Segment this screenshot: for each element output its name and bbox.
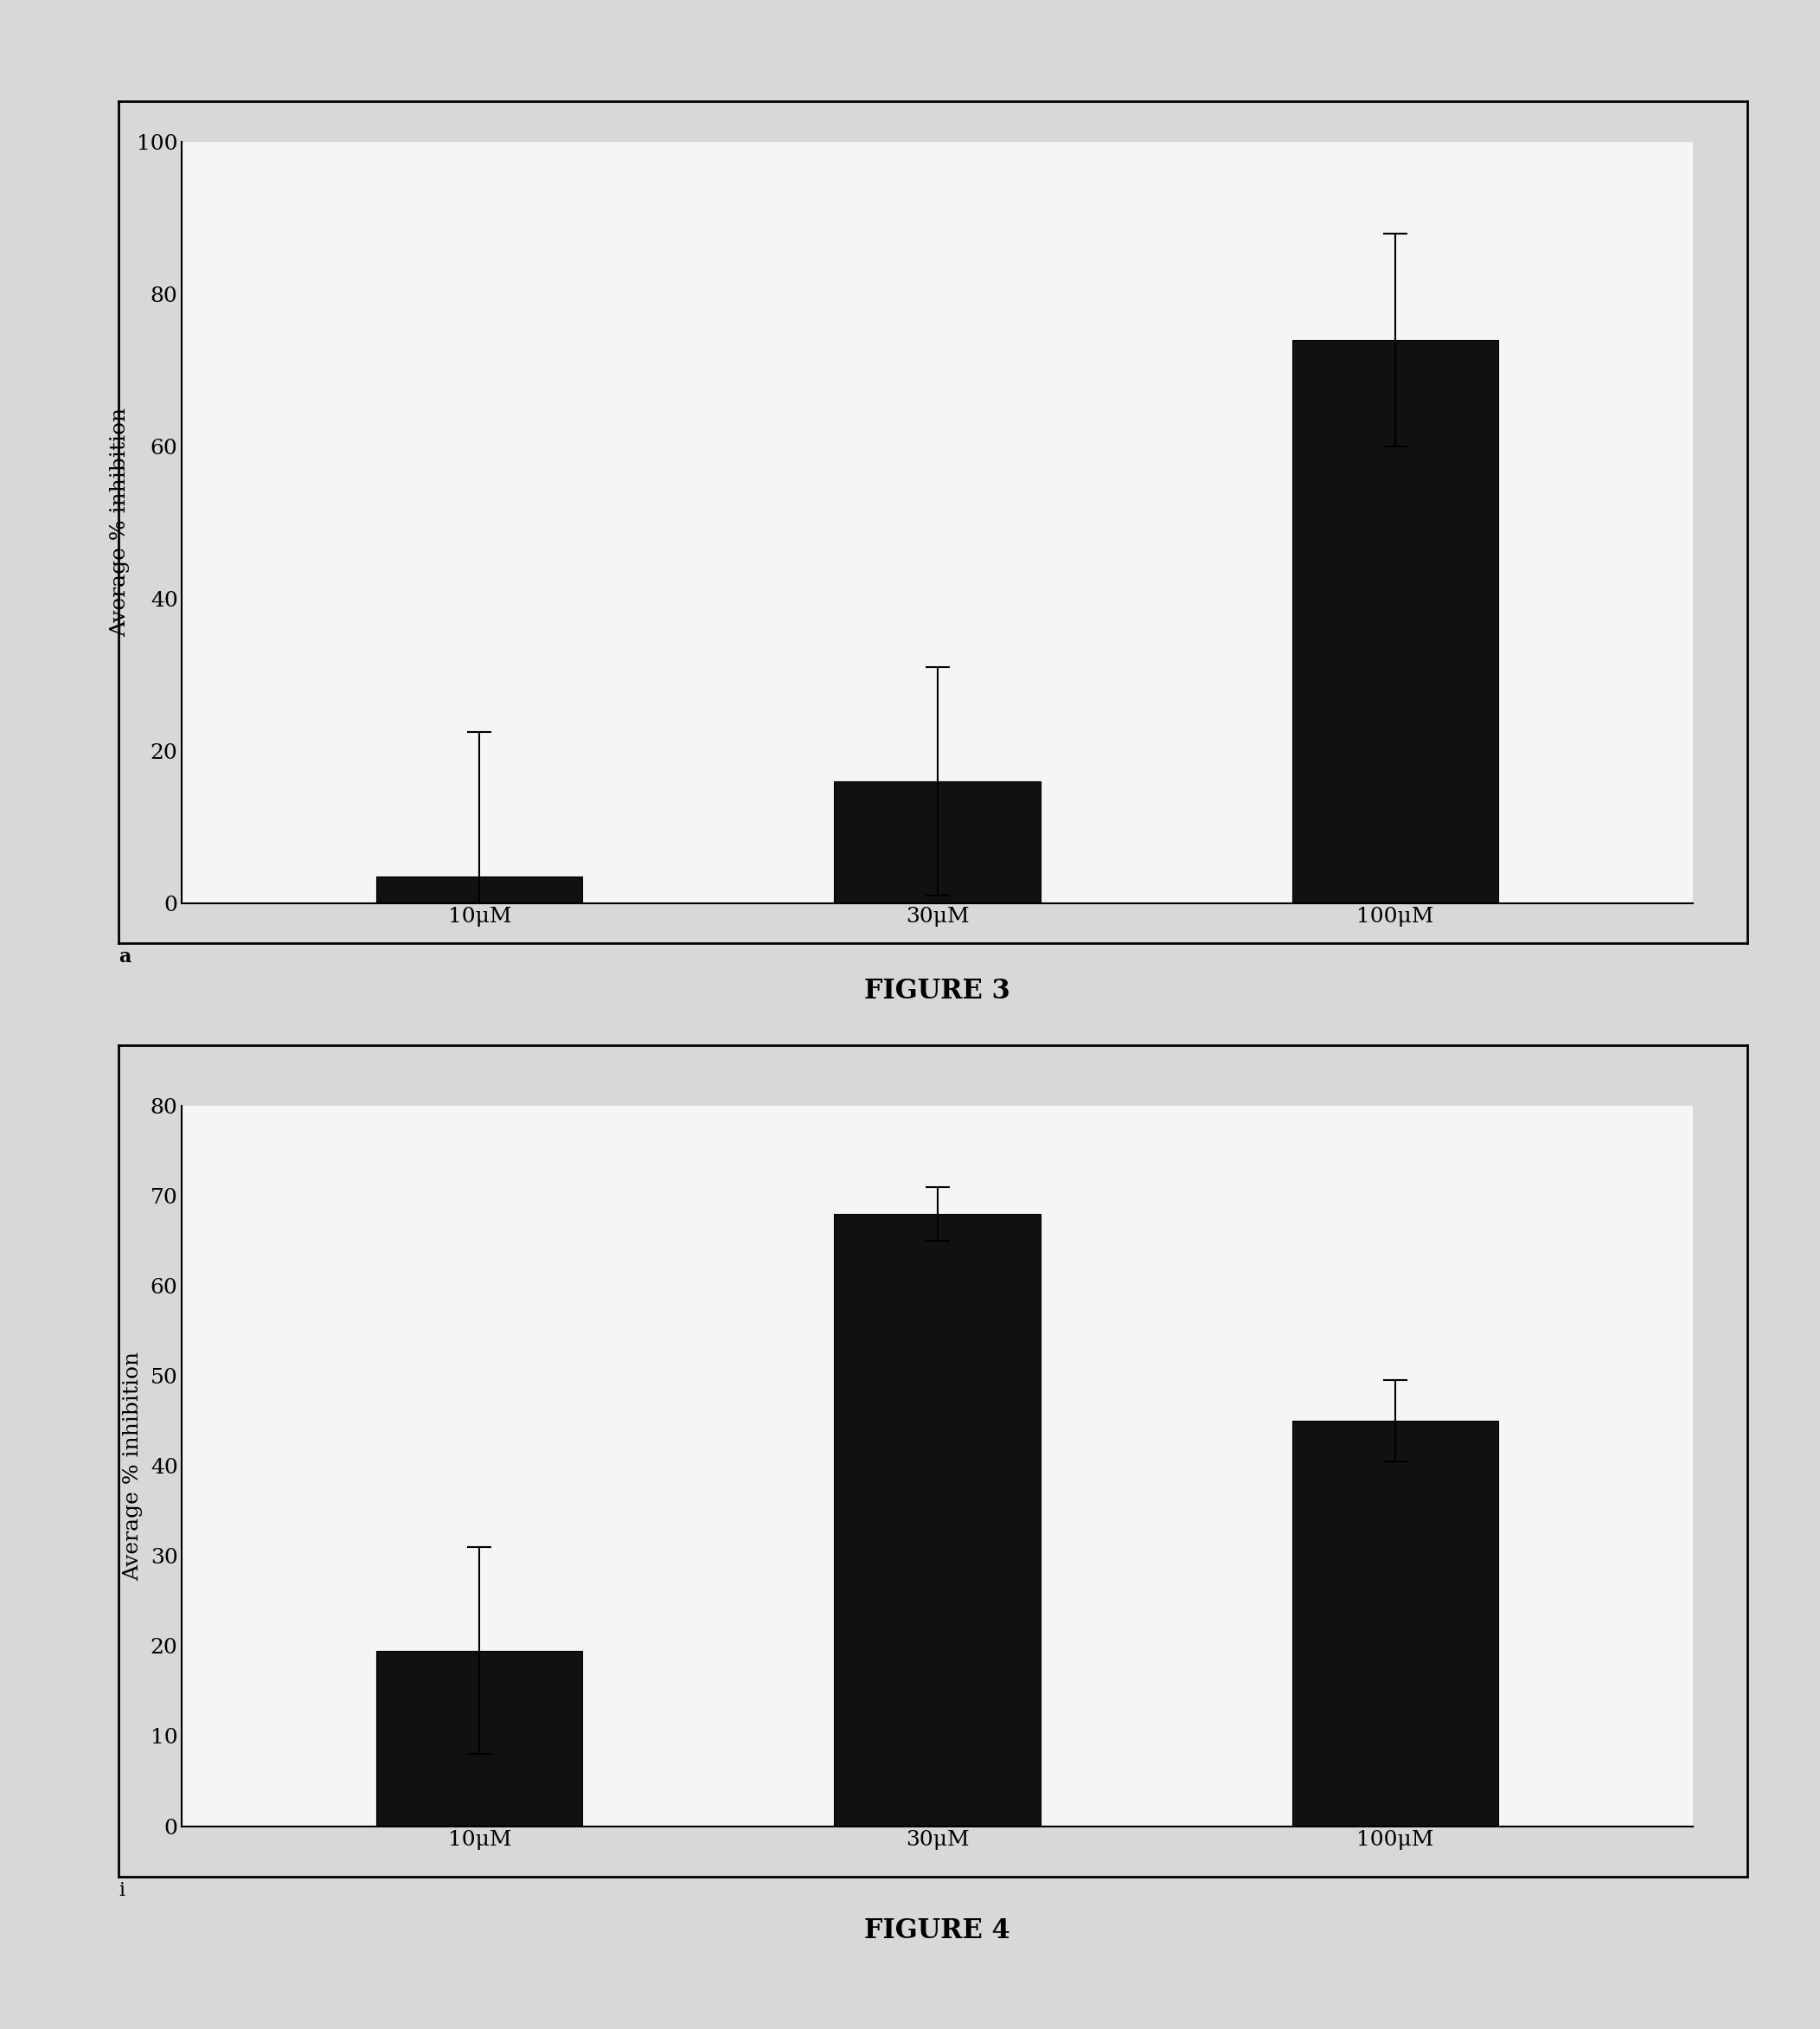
Y-axis label: Average % inhibition: Average % inhibition xyxy=(124,1351,144,1581)
Bar xyxy=(1292,1420,1498,1826)
Text: a: a xyxy=(118,948,131,966)
Y-axis label: Average % inhibition: Average % inhibition xyxy=(109,408,129,637)
Bar xyxy=(377,877,582,903)
Text: i: i xyxy=(118,1881,124,1899)
Bar xyxy=(377,1650,582,1826)
Bar xyxy=(1292,339,1498,903)
Text: FIGURE 3: FIGURE 3 xyxy=(864,978,1010,1004)
Text: FIGURE 4: FIGURE 4 xyxy=(864,1917,1010,1944)
Bar xyxy=(834,1213,1041,1826)
Bar xyxy=(834,781,1041,903)
